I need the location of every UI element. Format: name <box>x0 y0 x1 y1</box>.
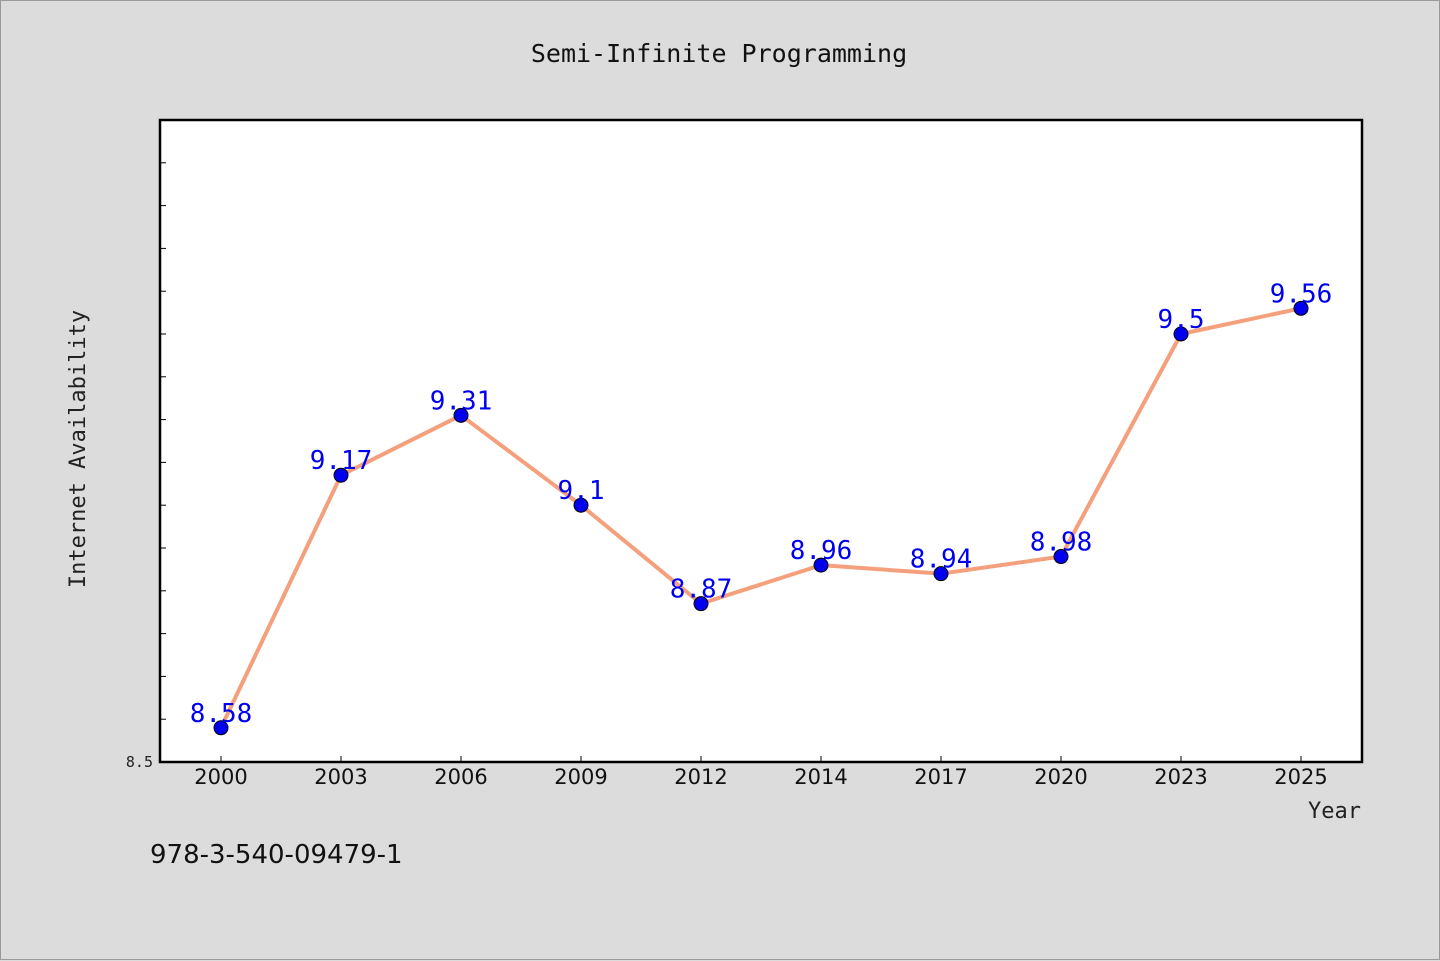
x-tick-label: 2009 <box>554 765 607 789</box>
x-tick-label: 2006 <box>434 765 487 789</box>
data-label: 9.56 <box>1270 279 1333 309</box>
data-point <box>573 497 589 513</box>
x-axis-tick-labels: 2000 2003 2006 2009 2012 2014 2017 2020 2023 2025 <box>194 765 1327 789</box>
data-label: 9.1 <box>558 476 605 506</box>
data-point <box>333 467 349 483</box>
data-point <box>1293 300 1309 316</box>
data-point <box>213 720 229 736</box>
footer-isbn: 978-3-540-09479-1 <box>150 840 403 870</box>
x-tick-label: 2017 <box>914 765 967 789</box>
x-tick-label: 2020 <box>1034 765 1087 789</box>
data-point <box>693 596 709 612</box>
data-label: 9.31 <box>430 386 493 416</box>
x-tick-label: 2014 <box>794 765 847 789</box>
data-label: 8.87 <box>670 575 733 605</box>
y-axis-label: Internet Availability <box>66 310 91 588</box>
x-axis-ticks <box>220 756 1302 762</box>
chart-title: Semi-Infinite Programming <box>531 39 907 68</box>
data-labels: 8.58 9.17 9.31 9.1 8.87 8.96 8.94 8.98 9.5 9.56 <box>190 279 1333 728</box>
data-label: 8.94 <box>910 545 973 575</box>
data-points <box>213 300 1309 736</box>
data-label: 9.17 <box>310 446 373 476</box>
x-tick-label: 2025 <box>1274 765 1327 789</box>
y-axis-ticks <box>160 162 166 763</box>
plot-area <box>158 118 1364 764</box>
x-tick-label: 2023 <box>1154 765 1207 789</box>
x-tick-label: 2003 <box>314 765 367 789</box>
x-tick-label: 2000 <box>194 765 247 789</box>
data-point <box>453 407 469 423</box>
series-line <box>219 306 1303 730</box>
x-axis-label: Year <box>1308 799 1361 824</box>
data-label: 9.5 <box>1158 305 1205 335</box>
data-point <box>1053 549 1069 565</box>
data-label: 8.98 <box>1030 528 1093 558</box>
data-label: 8.96 <box>790 536 853 566</box>
x-tick-label: 2012 <box>674 765 727 789</box>
y-tick-label-min: 8.5 <box>126 753 153 771</box>
data-point <box>933 566 949 582</box>
data-label: 8.58 <box>190 699 253 729</box>
data-point <box>813 557 829 573</box>
data-point <box>1173 326 1189 342</box>
